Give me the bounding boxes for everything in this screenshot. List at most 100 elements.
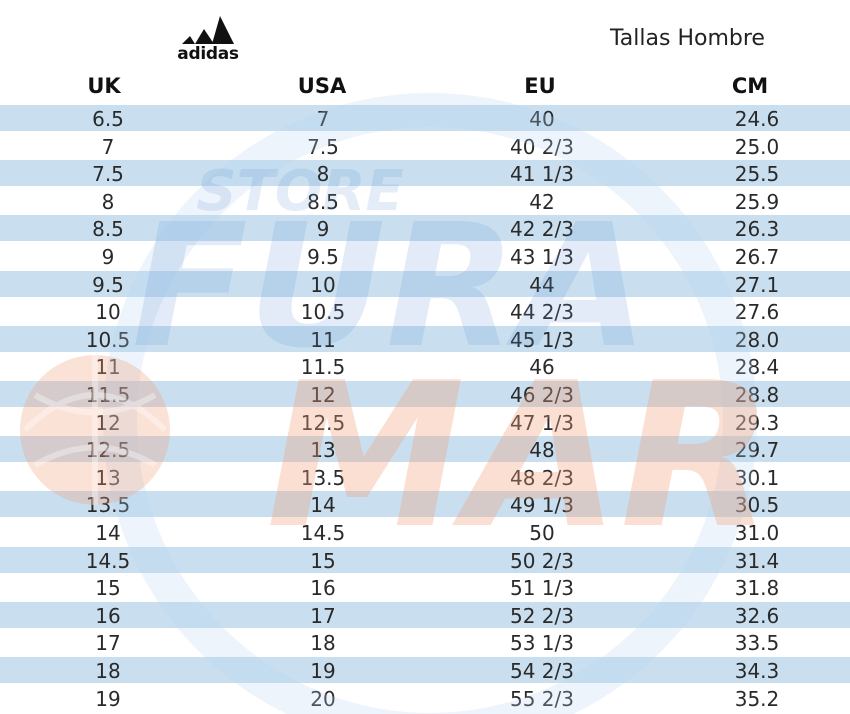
column-header-eu: EU xyxy=(524,74,556,98)
cell-uk: 14.5 xyxy=(85,548,131,573)
row-stripe xyxy=(0,270,850,297)
cell-usa: 20 xyxy=(310,686,336,711)
cell-usa: 9.5 xyxy=(307,245,339,269)
column-header-uk: UK xyxy=(87,74,121,98)
cell-uk: 7 xyxy=(101,134,115,159)
cell-uk: 8.5 xyxy=(92,217,124,242)
cell-usa: 17 xyxy=(310,603,336,628)
cell-uk: 7.5 xyxy=(92,162,124,187)
cell-cm: 29.3 xyxy=(734,410,780,435)
cell-usa: 10.5 xyxy=(300,300,346,325)
cell-cm: 33.5 xyxy=(734,631,780,656)
cell-usa: 14.5 xyxy=(300,521,346,545)
cell-usa: 8 xyxy=(316,162,330,187)
row-stripe xyxy=(0,381,850,407)
cell-usa: 8.5 xyxy=(307,189,339,214)
cell-cm: 26.3 xyxy=(734,217,780,242)
cell-eu: 55 2/3 xyxy=(510,686,574,711)
cell-usa: 10 xyxy=(310,272,336,297)
cell-cm: 34.3 xyxy=(734,659,780,683)
cell-eu: 44 xyxy=(529,272,555,297)
cell-uk: 15 xyxy=(95,576,121,601)
brand-name: adidas xyxy=(177,44,239,64)
cell-usa: 7.5 xyxy=(307,134,339,159)
cell-eu: 47 1/3 xyxy=(510,410,574,435)
cell-uk: 6.5 xyxy=(92,107,124,131)
cell-eu: 43 1/3 xyxy=(510,245,574,269)
column-header-cm: CM xyxy=(731,74,769,98)
cell-eu: 52 2/3 xyxy=(510,603,574,628)
cell-uk: 17 xyxy=(95,631,121,656)
cell-cm: 25.9 xyxy=(734,189,780,214)
cell-uk: 9.5 xyxy=(92,272,124,297)
cell-eu: 44 2/3 xyxy=(510,300,574,325)
cell-cm: 27.1 xyxy=(734,272,780,297)
row-stripe xyxy=(0,657,850,683)
cell-eu: 53 1/3 xyxy=(510,631,574,656)
cell-uk: 12 xyxy=(95,410,121,435)
cell-uk: 13 xyxy=(95,465,121,490)
column-header-usa: USA xyxy=(297,74,347,98)
cell-usa: 12.5 xyxy=(300,410,346,435)
cell-eu: 41 1/3 xyxy=(510,162,574,187)
cell-eu: 48 2/3 xyxy=(510,465,574,490)
cell-cm: 31.0 xyxy=(734,521,780,545)
cell-eu: 40 xyxy=(529,107,555,131)
adidas-stripes-icon xyxy=(182,16,234,44)
cell-cm: 25.5 xyxy=(734,162,780,187)
chart-title: Tallas Hombre xyxy=(610,26,765,51)
cell-usa: 9 xyxy=(316,217,330,242)
cell-usa: 12 xyxy=(310,383,336,407)
cell-eu: 46 xyxy=(529,355,555,380)
cell-eu: 40 2/3 xyxy=(510,134,574,159)
cell-cm: 32.6 xyxy=(734,603,780,628)
cell-eu: 46 2/3 xyxy=(510,383,574,407)
cell-uk: 19 xyxy=(95,686,121,711)
row-stripe xyxy=(0,105,850,131)
cell-eu: 50 2/3 xyxy=(510,548,574,573)
cell-cm: 27.6 xyxy=(734,300,780,325)
row-stripe xyxy=(0,601,850,628)
row-stripe xyxy=(0,436,850,463)
cell-cm: 26.7 xyxy=(734,245,780,269)
cell-cm: 31.8 xyxy=(734,576,780,601)
cell-eu: 54 2/3 xyxy=(510,659,574,683)
cell-uk: 11 xyxy=(95,355,121,380)
cell-cm: 28.0 xyxy=(734,327,780,352)
cell-eu: 45 1/3 xyxy=(510,327,574,352)
cell-uk: 13.5 xyxy=(85,493,131,518)
cell-uk: 18 xyxy=(95,659,121,683)
cell-usa: 16 xyxy=(310,576,336,601)
cell-usa: 19 xyxy=(310,659,336,683)
cell-cm: 25.0 xyxy=(734,134,780,159)
cell-cm: 30.5 xyxy=(734,493,780,518)
cell-usa: 14 xyxy=(310,493,336,518)
cell-usa: 13 xyxy=(310,438,336,463)
cell-cm: 28.8 xyxy=(734,383,780,407)
row-stripe xyxy=(0,325,850,352)
cell-eu: 50 xyxy=(529,521,555,545)
cell-eu: 51 1/3 xyxy=(510,576,574,601)
row-stripe xyxy=(0,546,850,573)
cell-eu: 42 xyxy=(529,189,555,214)
cell-cm: 35.2 xyxy=(734,686,780,711)
cell-uk: 9 xyxy=(101,245,115,269)
cell-usa: 7 xyxy=(316,107,330,131)
cell-cm: 29.7 xyxy=(734,438,780,463)
cell-uk: 8 xyxy=(101,189,115,214)
cell-cm: 24.6 xyxy=(734,107,780,131)
adidas-logo: adidas xyxy=(168,14,248,66)
row-stripe xyxy=(0,160,850,187)
cell-eu: 48 xyxy=(529,438,555,463)
cell-uk: 10 xyxy=(95,300,121,325)
cell-uk: 16 xyxy=(95,603,121,628)
cell-uk: 10.5 xyxy=(85,327,131,352)
cell-cm: 30.1 xyxy=(734,465,780,490)
cell-usa: 11 xyxy=(310,327,336,352)
row-stripe xyxy=(0,215,850,242)
cell-cm: 28.4 xyxy=(734,355,780,380)
row-stripe xyxy=(0,491,850,518)
cell-usa: 13.5 xyxy=(300,465,346,490)
cell-uk: 11.5 xyxy=(85,383,131,407)
cell-usa: 15 xyxy=(310,548,336,573)
